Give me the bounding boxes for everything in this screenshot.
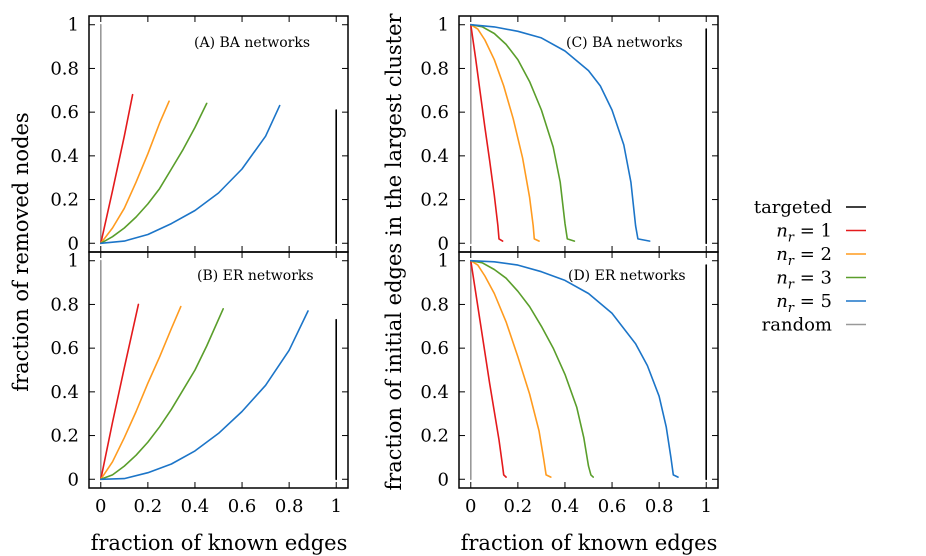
legend-label: nr = 1 (776, 221, 832, 246)
panel-c-frame (458, 15, 719, 253)
series-line-nr2 (470, 23, 540, 242)
y-tick-label: 1 (438, 251, 449, 272)
series-line-nr5 (100, 310, 309, 481)
x-axis-label-left: fraction of known edges (91, 531, 348, 555)
y-tick-label: 0.8 (420, 294, 449, 315)
legend-label: nr = 3 (776, 268, 832, 293)
y-tick-label: 1 (68, 15, 79, 36)
x-tick-label: 1 (701, 496, 712, 517)
y-tick-label: 0.2 (50, 426, 79, 447)
panel-d-frame (458, 251, 719, 489)
panel-c-annotation: (C) BA networks (566, 35, 683, 51)
series-line-nr5 (470, 259, 679, 478)
x-tick-label: 0.8 (645, 496, 674, 517)
legend-label: nr = 5 (776, 291, 832, 316)
panel-a-annotation: (A) BA networks (194, 35, 310, 51)
panel-b-frame (88, 251, 349, 489)
series-line-nr1 (100, 303, 140, 481)
legend-item-nr5: nr = 5 (776, 291, 866, 316)
y-tick-label: 0.6 (420, 338, 449, 359)
y-tick-label: 0.4 (420, 382, 449, 403)
y-tick-label: 0.8 (50, 294, 79, 315)
x-tick-label: 0 (465, 496, 476, 517)
legend-item-nr1: nr = 1 (776, 221, 866, 246)
panel-c: (C) BA networks 0 0.2 0.4 0.6 0.8 1 (420, 15, 719, 254)
series-line-nr3 (470, 23, 576, 242)
legend-label: random (762, 315, 832, 336)
y-tick-label: 0.4 (50, 146, 79, 167)
x-axis-label-right: fraction of known edges (461, 531, 718, 555)
series-line-nr2 (100, 305, 182, 481)
x-tick-label: 0.4 (551, 496, 580, 517)
series-line-nr2 (100, 100, 170, 245)
series-line-nr3 (470, 259, 594, 478)
y-tick-label: 0.6 (50, 102, 79, 123)
y-tick-label: 0.6 (50, 338, 79, 359)
y-tick-label: 0.6 (420, 102, 449, 123)
x-tick-label: 0.6 (228, 496, 257, 517)
series-line-nr3 (100, 308, 224, 481)
series-line-nr5 (470, 23, 651, 242)
y-axis-label-right: fraction of initial edges in the largest… (382, 12, 406, 490)
y-tick-label: 0.2 (420, 190, 449, 211)
y-tick-label: 0.4 (50, 382, 79, 403)
panel-b: (B) ER networks 0 0.2 0.4 0.6 0.8 1 0 0.2 0.4 0.6… (50, 251, 349, 517)
x-tick-label: 0 (95, 496, 106, 517)
y-tick-label: 0 (68, 233, 79, 254)
y-tick-label: 1 (68, 251, 79, 272)
panel-d-annotation: (D) ER networks (568, 268, 686, 284)
y-tick-label: 0 (68, 469, 79, 490)
legend-item-nr2: nr = 2 (776, 244, 866, 269)
y-axis-label-left: fraction of removed nodes (9, 112, 33, 391)
x-tick-label: 0.2 (134, 496, 163, 517)
panel-d: (D) ER networks 0 0.2 0.4 0.6 0.8 1 0 0.2 0.4 0.6… (420, 251, 719, 517)
y-tick-label: 0.2 (420, 426, 449, 447)
series-line-nr3 (100, 102, 208, 245)
series-line-nr5 (100, 104, 281, 245)
series-line-nr2 (470, 259, 552, 478)
series-line-nr1 (100, 93, 134, 245)
panel-a: (A) BA networks 0 0.2 0.4 0.6 0.8 1 (50, 15, 349, 254)
y-tick-label: 0 (438, 233, 449, 254)
y-tick-label: 1 (438, 15, 449, 36)
legend-item-nr3: nr = 3 (776, 268, 866, 293)
series-line-nr1 (470, 259, 507, 478)
legend-item-targeted: targeted (754, 197, 866, 218)
y-tick-label: 0.8 (50, 58, 79, 79)
panel-b-annotation: (B) ER networks (197, 268, 314, 284)
y-tick-label: 0 (438, 469, 449, 490)
legend-label: nr = 2 (776, 244, 832, 269)
x-tick-label: 0.4 (181, 496, 210, 517)
x-tick-label: 1 (331, 496, 342, 517)
x-tick-label: 0.8 (275, 496, 304, 517)
panel-a-frame (88, 15, 349, 253)
legend-label: targeted (754, 197, 832, 218)
y-tick-label: 0.8 (420, 58, 449, 79)
x-tick-label: 0.6 (598, 496, 627, 517)
y-tick-label: 0.4 (420, 146, 449, 167)
series-line-nr1 (470, 23, 504, 242)
y-tick-label: 0.2 (50, 190, 79, 211)
legend-item-random: random (762, 315, 866, 336)
x-tick-label: 0.2 (504, 496, 533, 517)
